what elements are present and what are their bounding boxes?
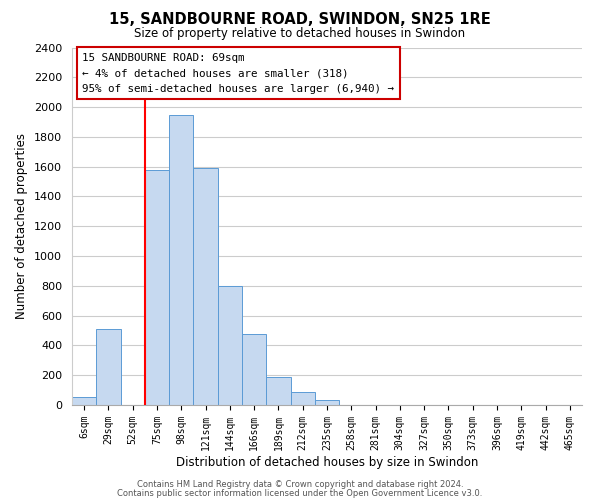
Bar bbox=[315, 400, 339, 405]
Text: Size of property relative to detached houses in Swindon: Size of property relative to detached ho… bbox=[134, 28, 466, 40]
Bar bbox=[169, 114, 193, 405]
Bar bbox=[266, 376, 290, 405]
Y-axis label: Number of detached properties: Number of detached properties bbox=[16, 133, 28, 320]
Bar bbox=[193, 168, 218, 405]
X-axis label: Distribution of detached houses by size in Swindon: Distribution of detached houses by size … bbox=[176, 456, 478, 468]
Bar bbox=[218, 286, 242, 405]
Bar bbox=[290, 392, 315, 405]
Bar bbox=[96, 329, 121, 405]
Text: Contains public sector information licensed under the Open Government Licence v3: Contains public sector information licen… bbox=[118, 488, 482, 498]
Text: 15 SANDBOURNE ROAD: 69sqm
← 4% of detached houses are smaller (318)
95% of semi-: 15 SANDBOURNE ROAD: 69sqm ← 4% of detach… bbox=[82, 53, 394, 94]
Bar bbox=[72, 397, 96, 405]
Text: Contains HM Land Registry data © Crown copyright and database right 2024.: Contains HM Land Registry data © Crown c… bbox=[137, 480, 463, 489]
Text: 15, SANDBOURNE ROAD, SWINDON, SN25 1RE: 15, SANDBOURNE ROAD, SWINDON, SN25 1RE bbox=[109, 12, 491, 28]
Bar bbox=[145, 170, 169, 405]
Bar bbox=[242, 334, 266, 405]
